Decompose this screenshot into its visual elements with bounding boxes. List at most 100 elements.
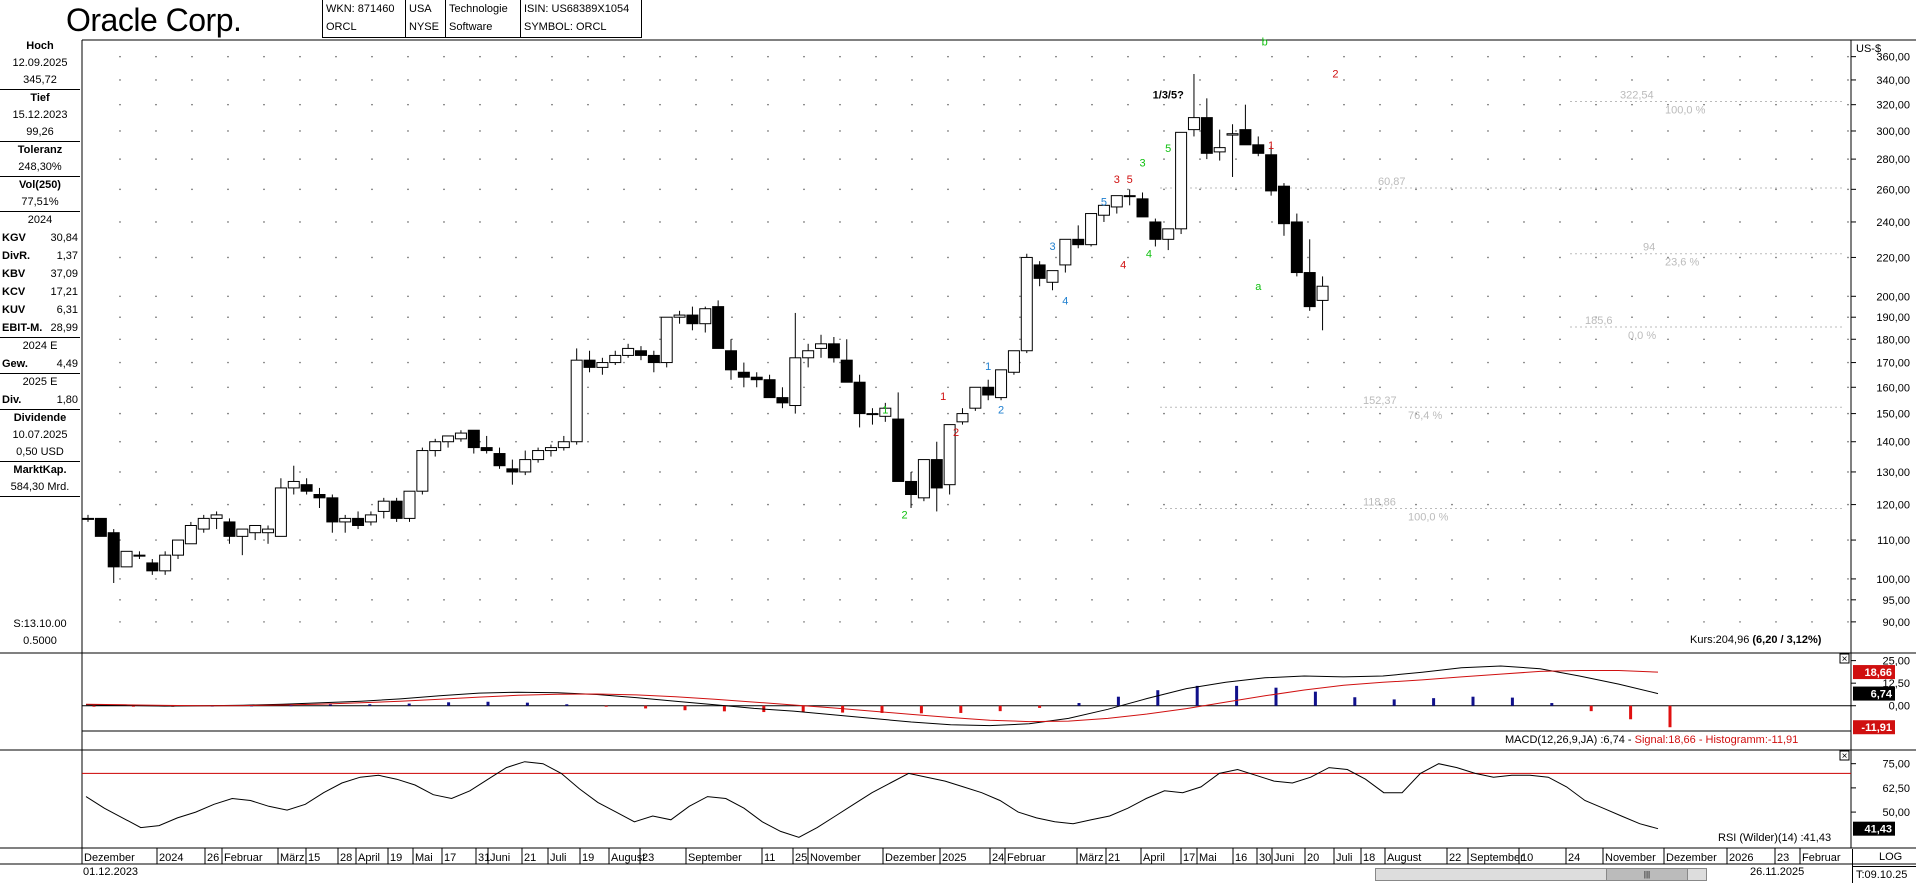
dividend-date: 10.07.2025: [12, 429, 68, 441]
horizontal-scrollbar[interactable]: |||: [1375, 868, 1707, 881]
grid-dot: [587, 471, 589, 473]
grid-dot: [1019, 295, 1021, 298]
x-tick-label: 2024: [159, 852, 183, 864]
grid-dot: [839, 158, 841, 160]
grid-dot: [1775, 599, 1777, 601]
grid-dot: [1127, 130, 1129, 132]
grid-dot: [731, 295, 733, 298]
grid-dot: [767, 295, 769, 298]
grid-dot: [1811, 599, 1813, 601]
scrollbar-thumb[interactable]: |||: [1606, 869, 1688, 880]
grid-dot: [767, 130, 769, 132]
grid-dot: [767, 503, 769, 506]
wave-label: 5: [1127, 174, 1133, 186]
grid-dot: [587, 578, 589, 580]
fib-value-label: 322,54: [1620, 89, 1654, 101]
grid-dot: [191, 338, 193, 341]
macd-legend: MACD(12,26,9,JA) :6,74 - Signal:18,66 - …: [1505, 734, 1798, 746]
grid-dot: [1271, 471, 1273, 473]
grid-dot: [479, 221, 481, 223]
grid-dot: [1703, 103, 1705, 106]
grid-dot: [443, 361, 445, 364]
x-tick-label: 18: [1363, 852, 1375, 864]
grid-dot: [1163, 471, 1165, 473]
candle-body: [892, 418, 905, 482]
grid-dot: [155, 316, 157, 319]
grid-dot: [1055, 158, 1057, 160]
grid-dot: [803, 503, 805, 506]
grid-dot: [1703, 599, 1705, 601]
x-tick-label: August: [1387, 852, 1421, 864]
grid-dot: [299, 440, 301, 443]
grid-dot: [1415, 578, 1417, 580]
eps-value: 4,49: [56, 358, 78, 370]
wave-label: 1: [882, 405, 888, 417]
grid-dot: [299, 295, 301, 298]
grid-dot: [119, 599, 121, 601]
x-tick-label: Juli: [1336, 852, 1353, 864]
grid-dot: [1199, 338, 1201, 341]
grid-dot: [407, 539, 409, 541]
grid-dot: [1451, 539, 1453, 541]
grid-dot: [1091, 79, 1093, 81]
grid-dot: [1019, 412, 1021, 415]
grid-dot: [1091, 188, 1093, 191]
grid-dot: [299, 503, 301, 506]
grid-dot: [551, 503, 553, 506]
grid-dot: [731, 158, 733, 160]
grid-dot: [1811, 103, 1813, 106]
metric-key: KUV: [2, 304, 26, 316]
grid-dot: [371, 316, 373, 319]
grid-dot: [1811, 440, 1813, 443]
grid-dot: [299, 55, 301, 58]
grid-dot: [1523, 386, 1525, 389]
grid-dot: [1019, 539, 1021, 541]
grid-dot: [1163, 316, 1165, 319]
grid-dot: [1487, 256, 1489, 259]
macd-histogram-bar: [1353, 697, 1357, 706]
candle-body: [737, 371, 750, 378]
grid-dot: [1451, 503, 1453, 506]
candle-body: [725, 350, 737, 371]
exchange: NYSE: [409, 21, 439, 33]
wave-label: 2: [902, 509, 908, 521]
grid-dot: [1271, 361, 1273, 364]
grid-dot: [1019, 621, 1021, 623]
grid-dot: [407, 578, 409, 580]
scale-box[interactable]: LOG T:09.10.25: [1852, 849, 1916, 883]
grid-dot: [1559, 386, 1561, 389]
grid-dot: [1523, 316, 1525, 319]
grid-dot: [731, 412, 733, 415]
grid-dot: [1595, 55, 1597, 58]
grid-dot: [947, 158, 949, 160]
grid-dot: [1739, 103, 1741, 106]
grid-dot: [875, 256, 877, 259]
candle-body: [390, 500, 403, 519]
grid-dot: [1091, 503, 1093, 506]
grid-dot: [983, 578, 985, 580]
candle-body: [776, 397, 789, 404]
grid-dot: [659, 130, 661, 132]
grid-dot: [1487, 79, 1489, 81]
candle-body: [1097, 204, 1110, 216]
grid-dot: [839, 55, 841, 58]
scale-mode[interactable]: LOG: [1879, 851, 1903, 863]
x-tick-label: November: [1605, 852, 1656, 864]
grid-dot: [875, 103, 877, 106]
grid-dot: [1127, 361, 1129, 364]
grid-dot: [1235, 386, 1237, 389]
grid-dot: [443, 79, 445, 81]
grid-dot: [1307, 599, 1309, 601]
grid-dot: [1091, 316, 1093, 319]
macd-histogram-bar: [722, 705, 726, 712]
grid-dot: [731, 599, 733, 601]
grid-dot: [1523, 338, 1525, 341]
y-tick-label: 130,00: [1876, 467, 1910, 479]
grid-dot: [119, 412, 121, 415]
grid-dot: [1055, 539, 1057, 541]
grid-dot: [1307, 471, 1309, 473]
metric-value: 28,99: [50, 322, 78, 334]
x-tick-label: März: [280, 852, 304, 864]
grid-dot: [803, 471, 805, 473]
candle-body: [557, 441, 570, 449]
